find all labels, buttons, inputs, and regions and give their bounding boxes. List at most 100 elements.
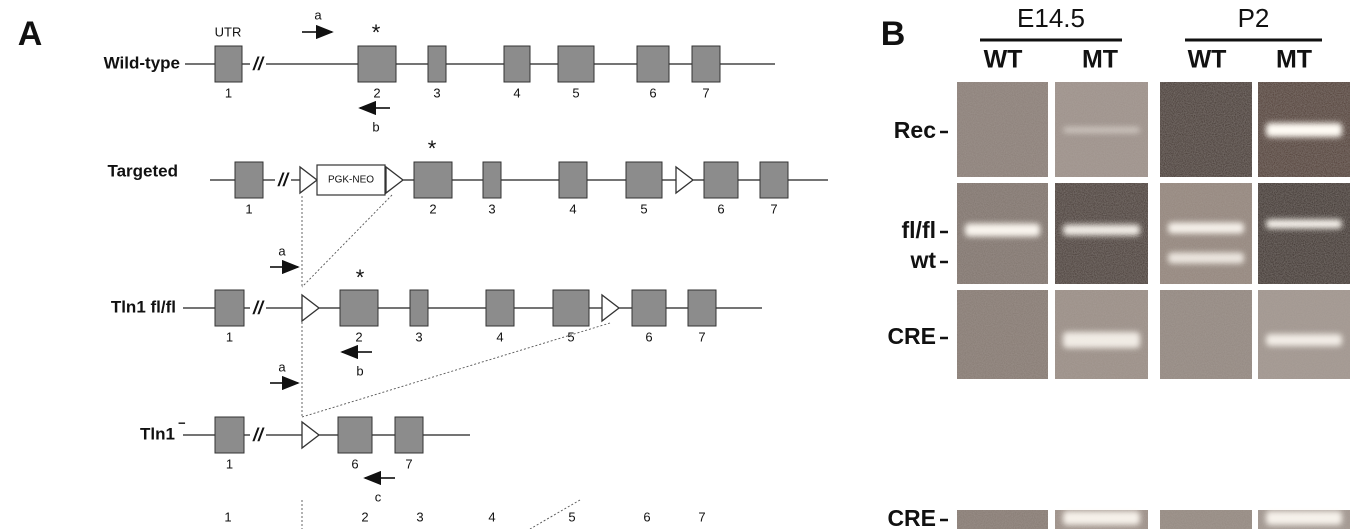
primer-label: a bbox=[278, 359, 286, 374]
exon bbox=[428, 46, 446, 82]
exon bbox=[395, 417, 423, 453]
exon-number: 1 bbox=[226, 329, 233, 344]
gel-band bbox=[1063, 225, 1140, 236]
exon bbox=[410, 290, 428, 326]
exon bbox=[215, 46, 242, 82]
primer-label: a bbox=[314, 7, 322, 22]
allele-name: Tln1 bbox=[140, 424, 175, 443]
panel-label: A bbox=[18, 15, 43, 53]
guide-line bbox=[302, 323, 610, 417]
loxp-site bbox=[602, 295, 619, 321]
asterisk: * bbox=[428, 136, 437, 161]
exon-number: 2 bbox=[429, 201, 436, 216]
exon-number: 4 bbox=[496, 329, 503, 344]
exon-number: 6 bbox=[643, 509, 650, 524]
exon bbox=[215, 417, 244, 453]
exon bbox=[558, 46, 594, 82]
group-label: E14.5 bbox=[1017, 3, 1085, 33]
lane-label: WT bbox=[984, 46, 1023, 74]
gel-lane bbox=[957, 510, 1048, 529]
exon bbox=[692, 46, 720, 82]
exon bbox=[553, 290, 589, 326]
exon bbox=[358, 46, 396, 82]
exon-number: 7 bbox=[405, 456, 412, 471]
gel-lane bbox=[1160, 290, 1252, 379]
exon-number: 1 bbox=[224, 509, 231, 524]
exon-number: 4 bbox=[513, 85, 520, 100]
exon bbox=[504, 46, 530, 82]
guide-line bbox=[302, 195, 392, 287]
exon-number: 6 bbox=[645, 329, 652, 344]
exon bbox=[215, 290, 244, 326]
gel-lane bbox=[1160, 82, 1252, 177]
exon bbox=[632, 290, 666, 326]
exon bbox=[235, 162, 263, 198]
exon bbox=[760, 162, 788, 198]
exon bbox=[637, 46, 669, 82]
exon-number: 7 bbox=[698, 509, 705, 524]
gel-band bbox=[1168, 253, 1244, 264]
exon-number: 3 bbox=[416, 509, 423, 524]
gel-lane bbox=[957, 82, 1048, 177]
primer-label: b bbox=[356, 363, 363, 378]
row-label: Rec bbox=[894, 117, 936, 143]
gel-band bbox=[1168, 223, 1244, 234]
exon-number: 7 bbox=[698, 329, 705, 344]
exon-number: 2 bbox=[361, 509, 368, 524]
exon-number: 3 bbox=[433, 85, 440, 100]
gel-band bbox=[1266, 123, 1342, 137]
lane-label: MT bbox=[1082, 46, 1118, 74]
exon-number: 7 bbox=[770, 201, 777, 216]
exon-number: 4 bbox=[569, 201, 576, 216]
exon-number: 3 bbox=[415, 329, 422, 344]
exon bbox=[559, 162, 587, 198]
loxp-site bbox=[302, 422, 319, 448]
exon-number: 2 bbox=[355, 329, 362, 344]
gel-band bbox=[1266, 334, 1342, 346]
loxp-site bbox=[676, 167, 693, 193]
exon-number: 4 bbox=[488, 509, 495, 524]
row-label: fl/fl bbox=[902, 217, 937, 243]
exon-number: 2 bbox=[373, 85, 380, 100]
row-label: wt bbox=[909, 247, 936, 273]
exon bbox=[486, 290, 514, 326]
panel-label: B bbox=[881, 15, 906, 53]
gel-band bbox=[1266, 220, 1342, 229]
exon-number: 5 bbox=[568, 509, 575, 524]
exon bbox=[688, 290, 716, 326]
utr-label: UTR bbox=[215, 24, 242, 39]
gel-band bbox=[1063, 511, 1140, 525]
loxp-site bbox=[386, 167, 403, 193]
gel-band bbox=[1063, 127, 1140, 133]
lane-label: WT bbox=[1188, 46, 1227, 74]
exon-number: 1 bbox=[226, 456, 233, 471]
exon bbox=[338, 417, 372, 453]
loxp-site bbox=[300, 167, 317, 193]
loxp-site bbox=[302, 295, 319, 321]
exon-number: 6 bbox=[351, 456, 358, 471]
asterisk: * bbox=[372, 20, 381, 45]
row-label: CRE bbox=[887, 505, 936, 529]
exon-number: 6 bbox=[717, 201, 724, 216]
asterisk: * bbox=[356, 265, 365, 290]
allele-name: Wild-type bbox=[104, 53, 180, 72]
row-label: CRE bbox=[887, 323, 936, 349]
exon-number: 3 bbox=[488, 201, 495, 216]
primer-label: a bbox=[278, 243, 286, 258]
gel-band bbox=[965, 224, 1040, 237]
exon bbox=[704, 162, 738, 198]
allele-name: Targeted bbox=[107, 161, 178, 180]
group-label: P2 bbox=[1238, 3, 1270, 33]
exon-number: 1 bbox=[225, 85, 232, 100]
cassette-label: PGK-NEO bbox=[328, 175, 374, 186]
exon bbox=[414, 162, 452, 198]
exon-number: 5 bbox=[572, 85, 579, 100]
gel-band bbox=[1063, 332, 1140, 348]
primer-label: c bbox=[375, 489, 382, 504]
allele-name: Tln1 fl/fl bbox=[111, 297, 176, 316]
exon bbox=[483, 162, 501, 198]
exon bbox=[340, 290, 378, 326]
gel-lane bbox=[957, 290, 1048, 379]
exon-number: 1 bbox=[245, 201, 252, 216]
exon-number: 7 bbox=[702, 85, 709, 100]
